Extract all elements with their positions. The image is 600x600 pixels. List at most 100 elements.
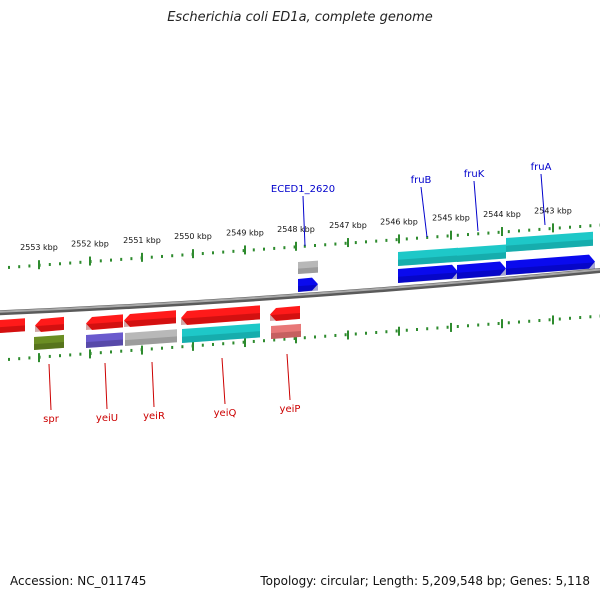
reverse-cds-yeip xyxy=(270,305,300,321)
minor-tick xyxy=(416,327,418,331)
forward-cds-frub xyxy=(398,264,458,283)
forward-cds-fruk-shade xyxy=(457,269,506,279)
forward-cog-fruk-shade xyxy=(457,252,506,262)
minor-tick xyxy=(283,246,286,250)
minor-tick xyxy=(181,253,184,257)
forward-cog-frub xyxy=(398,247,458,266)
backbone-highlight xyxy=(0,268,600,313)
minor-tick xyxy=(324,334,327,338)
major-tick xyxy=(244,338,246,348)
minor-tick xyxy=(548,318,551,322)
minor-tick xyxy=(487,322,490,326)
minor-tick xyxy=(558,317,561,321)
minor-tick xyxy=(518,320,520,324)
reverse-cds-spr xyxy=(35,316,64,332)
minor-tick xyxy=(344,241,347,245)
minor-tick xyxy=(385,238,388,242)
minor-tick xyxy=(456,325,459,329)
gene-label-frub: fruB xyxy=(411,175,432,186)
minor-tick xyxy=(365,240,367,244)
forward-cog-frub-shade xyxy=(398,255,458,266)
minor-tick xyxy=(232,249,235,253)
gene-label-eced1_2620: ECED1_2620 xyxy=(271,184,335,195)
leader-line xyxy=(221,357,226,405)
minor-tick xyxy=(395,329,398,333)
minor-tick xyxy=(518,229,520,233)
reverse-cds-yeiq xyxy=(181,305,260,325)
minor-tick xyxy=(579,316,582,320)
reverse-cds-partial-shade xyxy=(0,325,25,333)
major-tick xyxy=(347,330,349,340)
minor-tick xyxy=(8,265,10,269)
minor-tick xyxy=(252,339,255,343)
minor-tick xyxy=(110,258,112,262)
minor-tick xyxy=(354,241,357,245)
major-tick xyxy=(89,256,91,266)
minor-tick xyxy=(28,264,31,268)
minor-tick xyxy=(59,262,61,266)
minor-tick xyxy=(18,265,21,269)
reverse-cog-yeir-shade xyxy=(125,336,177,346)
minor-tick xyxy=(375,330,378,334)
reverse-cog-yeir xyxy=(125,329,177,346)
minor-tick xyxy=(385,330,388,334)
minor-tick xyxy=(18,357,21,361)
forward-cog-frua-shade xyxy=(506,239,593,252)
minor-tick xyxy=(110,350,112,354)
forward-cds-eced1-2620-shade xyxy=(298,284,318,292)
scale-tick-label: 2547 kbp xyxy=(329,221,367,230)
reverse-cds-yeiu-shade xyxy=(86,321,123,330)
minor-tick xyxy=(201,343,204,347)
reverse-cog-spr-shade xyxy=(34,342,64,350)
minor-tick xyxy=(303,244,306,248)
minor-tick xyxy=(283,337,286,341)
forward-cds-eced1-2620 xyxy=(298,277,318,292)
forward-cds-frua-shade xyxy=(506,262,595,275)
scale-tick-label: 2548 kbp xyxy=(277,225,315,234)
major-tick xyxy=(141,252,143,262)
major-tick xyxy=(501,319,503,329)
major-ticks: 2553 kbp 2552 kbp 2551 kbp 2550 kbp 2549 kbp… xyxy=(20,206,572,363)
accession-label: Accession: NC_011745 xyxy=(10,574,147,588)
leader-line xyxy=(286,353,291,401)
minor-tick xyxy=(48,263,51,267)
reverse-cds-yeir xyxy=(124,310,176,327)
major-tick xyxy=(347,238,349,248)
forward-cog-eced1-2620 xyxy=(298,260,318,274)
genome-backbone xyxy=(0,267,600,316)
minor-tick xyxy=(150,255,153,259)
major-tick xyxy=(501,227,503,237)
gene-label-yeip: yeiP xyxy=(280,404,301,415)
forward-cds-frub-shade xyxy=(398,272,458,283)
major-tick xyxy=(398,326,400,336)
minor-tick xyxy=(161,254,163,258)
gene-label-spr: spr xyxy=(43,414,60,425)
gene-label-frua: fruA xyxy=(531,162,552,173)
leader-line xyxy=(48,363,52,411)
minor-tick xyxy=(120,257,123,261)
minor-tick xyxy=(354,332,357,336)
minor-tick xyxy=(589,224,592,228)
minor-tick xyxy=(79,260,82,264)
forward-cog-fruk xyxy=(457,244,506,262)
gene-label-yeiu: yeiU xyxy=(96,413,118,424)
minor-tick xyxy=(446,325,449,329)
minor-tick xyxy=(436,326,439,330)
major-tick xyxy=(450,230,452,240)
major-tick xyxy=(38,260,40,270)
leader-line xyxy=(302,195,306,247)
minor-tick xyxy=(242,249,245,253)
reverse-cds-spr-shade xyxy=(35,324,64,332)
scale-tick-label: 2549 kbp xyxy=(226,228,264,237)
major-tick xyxy=(192,249,194,259)
minor-tick xyxy=(507,230,510,234)
minor-tick xyxy=(405,328,408,332)
reverse-cds-yeip-shade xyxy=(270,313,300,321)
forward-cog-frua xyxy=(506,231,593,252)
minor-tick xyxy=(303,336,306,340)
minor-tick xyxy=(497,322,500,326)
gene-label-fruk: fruK xyxy=(464,169,485,180)
minor-tick xyxy=(99,351,102,355)
minor-tick xyxy=(558,226,561,230)
